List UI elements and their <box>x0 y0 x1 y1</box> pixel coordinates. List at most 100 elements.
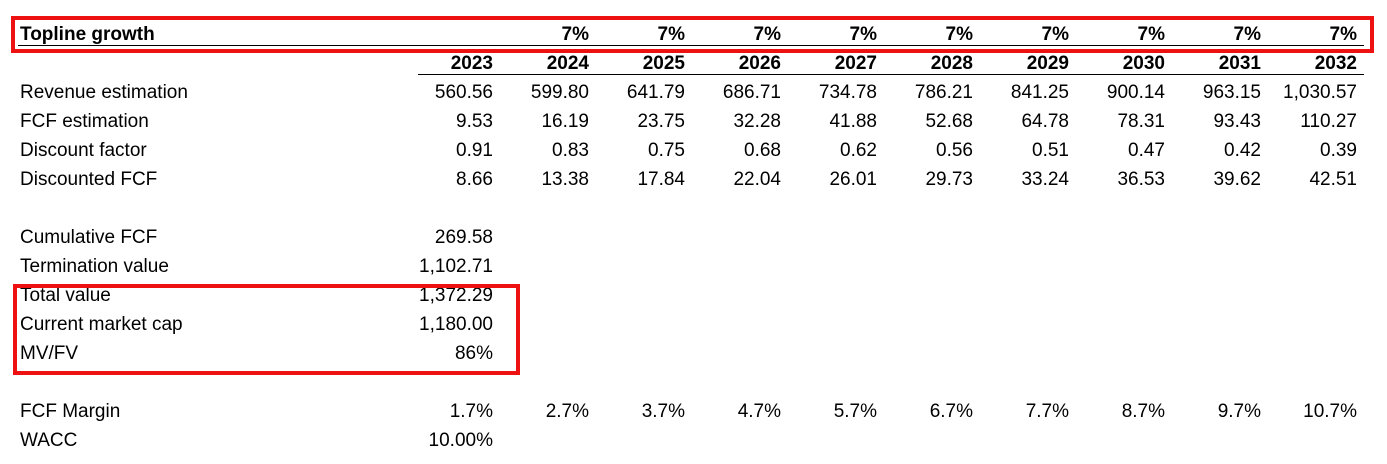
table-cell: 36.53 <box>1117 169 1165 190</box>
table-cell: 22.04 <box>733 169 781 190</box>
table-cell: 0.62 <box>840 140 877 161</box>
table-cell: 39.62 <box>1213 169 1261 190</box>
termination-value-row: Termination value 1,102.71 <box>0 252 1387 281</box>
topline-highlight-box <box>11 16 1374 53</box>
year-header: 2029 <box>1026 53 1069 74</box>
table-cell: 32.28 <box>733 111 781 132</box>
fcf-estimation-row: FCF estimation 9.53 16.19 23.75 32.28 41… <box>0 107 1387 136</box>
table-cell: 86% <box>454 343 493 364</box>
table-cell: 1.7% <box>449 401 493 422</box>
table-cell: 0.56 <box>936 140 973 161</box>
table-cell: 5.7% <box>833 401 877 422</box>
table-cell: 52.68 <box>925 111 973 132</box>
table-cell: 26.01 <box>829 169 877 190</box>
table-cell: 42.51 <box>1309 169 1357 190</box>
row-label: FCF Margin <box>20 401 121 422</box>
row-label: Revenue estimation <box>20 82 188 103</box>
table-cell: 9.7% <box>1217 401 1261 422</box>
topline-growth-value: 7% <box>657 24 685 45</box>
table-cell: 786.21 <box>914 82 973 103</box>
topline-growth-row: Topline growth 7% 7% 7% 7% 7% 7% 7% 7% 7… <box>0 20 1387 49</box>
table-cell: 599.80 <box>530 82 589 103</box>
table-cell: 0.68 <box>744 140 781 161</box>
row-label: Discounted FCF <box>20 169 158 190</box>
table-cell: 0.75 <box>648 140 685 161</box>
row-label: MV/FV <box>20 343 79 364</box>
topline-growth-label: Topline growth <box>20 24 155 45</box>
wacc-row: WACC 10.00% <box>0 426 1387 455</box>
topline-growth-value: 7% <box>1137 24 1165 45</box>
table-cell: 1,372.29 <box>419 285 493 306</box>
cumulative-fcf-row: Cumulative FCF 269.58 <box>0 223 1387 252</box>
discount-factor-row: Discount factor 0.91 0.83 0.75 0.68 0.62… <box>0 136 1387 165</box>
year-header: 2026 <box>738 53 781 74</box>
revenue-estimation-row: Revenue estimation 560.56 599.80 641.79 … <box>0 78 1387 107</box>
total-value-row: Total value 1,372.29 <box>0 281 1387 310</box>
table-cell: 33.24 <box>1021 169 1069 190</box>
table-cell: 9.53 <box>456 111 493 132</box>
table-cell: 29.73 <box>925 169 973 190</box>
table-cell: 6.7% <box>929 401 973 422</box>
year-header: 2027 <box>834 53 877 74</box>
table-cell: 13.38 <box>541 169 589 190</box>
discounted-fcf-row: Discounted FCF 8.66 13.38 17.84 22.04 26… <box>0 165 1387 194</box>
table-cell: 1,030.57 <box>1283 82 1357 103</box>
topline-growth-value: 7% <box>753 24 781 45</box>
table-cell: 41.88 <box>829 111 877 132</box>
table-cell: 23.75 <box>637 111 685 132</box>
row-label: FCF estimation <box>20 111 149 132</box>
topline-growth-value: 7% <box>561 24 589 45</box>
row-label: Total value <box>20 285 111 306</box>
table-cell: 17.84 <box>637 169 685 190</box>
table-cell: 10.7% <box>1303 401 1357 422</box>
table-cell: 0.42 <box>1224 140 1261 161</box>
valuation-highlight-box <box>13 284 520 375</box>
table-cell: 0.47 <box>1128 140 1165 161</box>
year-header-underline <box>418 74 1364 75</box>
row-label: Current market cap <box>20 314 183 335</box>
row-label: Cumulative FCF <box>20 227 158 248</box>
year-header: 2030 <box>1122 53 1165 74</box>
table-cell: 0.51 <box>1032 140 1069 161</box>
table-cell: 8.7% <box>1121 401 1165 422</box>
table-cell: 0.83 <box>552 140 589 161</box>
table-cell: 1,180.00 <box>419 314 493 335</box>
year-header: 2028 <box>930 53 973 74</box>
table-cell: 686.71 <box>722 82 781 103</box>
table-cell: 16.19 <box>541 111 589 132</box>
table-cell: 900.14 <box>1106 82 1165 103</box>
table-cell: 4.7% <box>737 401 781 422</box>
row-label: Discount factor <box>20 140 147 161</box>
year-header: 2024 <box>546 53 589 74</box>
topline-growth-value: 7% <box>945 24 973 45</box>
table-cell: 64.78 <box>1021 111 1069 132</box>
table-cell: 2.7% <box>545 401 589 422</box>
topline-underline <box>18 45 1364 46</box>
table-cell: 7.7% <box>1025 401 1069 422</box>
topline-growth-value: 7% <box>1329 24 1357 45</box>
table-cell: 0.39 <box>1320 140 1357 161</box>
table-cell: 269.58 <box>434 227 493 248</box>
topline-growth-value: 7% <box>1233 24 1261 45</box>
table-cell: 963.15 <box>1202 82 1261 103</box>
row-label: WACC <box>20 430 78 451</box>
table-cell: 0.91 <box>456 140 493 161</box>
year-header: 2031 <box>1218 53 1261 74</box>
year-header: 2032 <box>1314 53 1357 74</box>
table-cell: 110.27 <box>1300 111 1357 132</box>
topline-growth-value: 7% <box>849 24 877 45</box>
table-cell: 641.79 <box>626 82 685 103</box>
table-cell: 734.78 <box>818 82 877 103</box>
table-cell: 93.43 <box>1213 111 1261 132</box>
table-cell: 560.56 <box>434 82 493 103</box>
mv-fv-row: MV/FV 86% <box>0 339 1387 368</box>
table-cell: 841.25 <box>1010 82 1069 103</box>
current-market-cap-row: Current market cap 1,180.00 <box>0 310 1387 339</box>
topline-growth-value: 7% <box>1041 24 1069 45</box>
table-cell: 10.00% <box>428 430 493 451</box>
table-cell: 3.7% <box>641 401 685 422</box>
year-header-row: 2023 2024 2025 2026 2027 2028 2029 2030 … <box>0 49 1387 78</box>
fcf-margin-row: FCF Margin 1.7% 2.7% 3.7% 4.7% 5.7% 6.7%… <box>0 397 1387 426</box>
table-cell: 78.31 <box>1117 111 1165 132</box>
